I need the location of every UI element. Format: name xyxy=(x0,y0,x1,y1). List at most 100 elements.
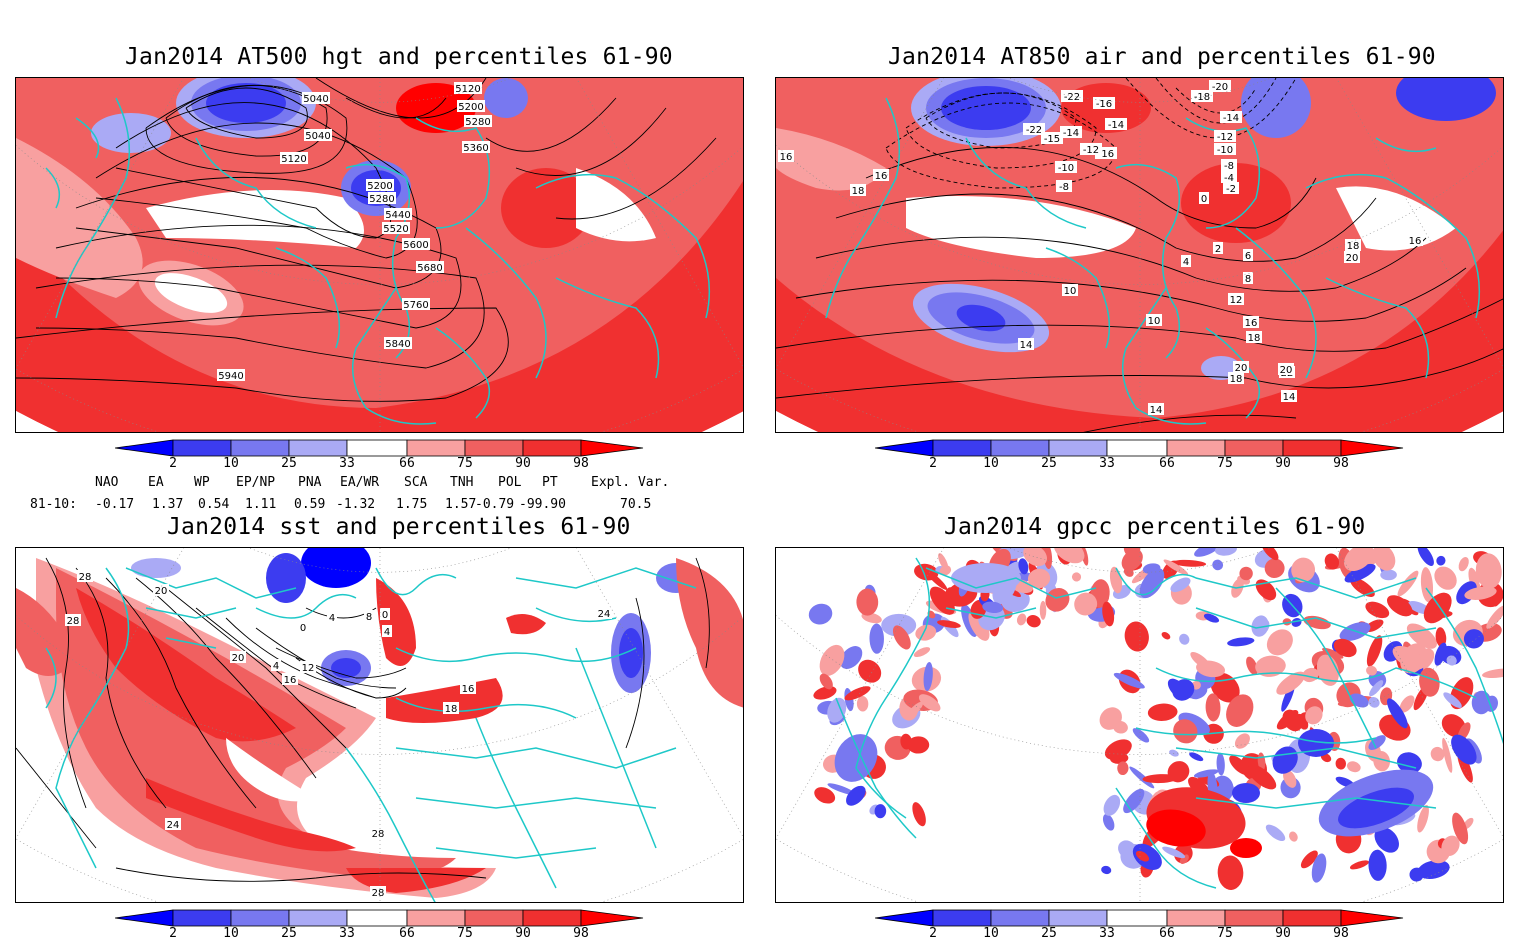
precip-anomaly-patch xyxy=(1102,601,1115,627)
coastline xyxy=(45,647,57,709)
precip-anomaly-patch xyxy=(1266,629,1293,656)
contour-label: 20 xyxy=(1346,253,1359,264)
contour-line xyxy=(865,146,1317,229)
contour-label-bg xyxy=(1093,97,1115,109)
coastline xyxy=(515,567,697,589)
precip-anomaly-patch xyxy=(1217,855,1244,890)
contour-label-bg xyxy=(1105,118,1127,130)
contour-label: 14 xyxy=(1283,392,1296,403)
colorbar-bottom-left: 2 10 25 33 66 75 90 98 xyxy=(114,908,645,941)
contour-line xyxy=(115,867,487,882)
precip-anomaly-patch xyxy=(1464,586,1497,600)
precip-anomaly-patch xyxy=(1349,860,1369,870)
precip-anomaly-patch xyxy=(1205,693,1221,722)
precip-anomaly-patch xyxy=(1203,613,1220,623)
contour-line xyxy=(145,85,348,174)
contour-label: 4 xyxy=(1183,257,1189,268)
contour-label: 5280 xyxy=(369,194,394,205)
index-value: 0.54 xyxy=(198,497,230,512)
coastline xyxy=(925,567,1097,619)
contour-label: 12 xyxy=(1230,295,1243,306)
precip-anomaly-patch xyxy=(1264,558,1285,579)
contour-label: 0 xyxy=(300,623,306,634)
precip-anomaly-patch xyxy=(856,696,869,712)
contour-label: 16 xyxy=(1409,236,1422,247)
contour-label: 6 xyxy=(1245,251,1251,262)
anomaly-region xyxy=(776,228,1503,432)
precip-anomaly-patch xyxy=(1179,633,1190,645)
contour-label: 5360 xyxy=(463,143,488,154)
coastline xyxy=(1425,587,1503,749)
contour-line xyxy=(315,78,487,119)
colorbar-label: 2 xyxy=(169,926,177,941)
colorbar-top-left: 2 10 25 33 66 75 90 98 xyxy=(114,438,645,474)
colorbar-label: 90 xyxy=(1275,926,1291,941)
colorbar-label: 10 xyxy=(223,456,239,471)
colorbar-segment xyxy=(932,909,992,927)
contour-label: -15 xyxy=(1044,134,1060,145)
precip-anomaly-patch xyxy=(1139,568,1165,599)
contour-label-bg xyxy=(1344,251,1360,263)
colorbar-label: 75 xyxy=(1217,456,1233,471)
map-at500: 5120 5040 5200 5280 5360 5040 5120 5200 5280 5440… xyxy=(15,77,744,433)
precip-anomaly-patch xyxy=(1482,668,1503,679)
precip-anomaly-patch xyxy=(923,661,933,692)
coastline xyxy=(1235,227,1317,379)
precip-anomaly-patch xyxy=(1386,595,1413,617)
colorbar-label: 10 xyxy=(983,926,999,941)
precip-anomaly-patch xyxy=(1373,750,1390,772)
anomaly-region xyxy=(484,78,528,118)
precip-anomaly-patch xyxy=(1196,660,1226,678)
contour-label-bg xyxy=(298,621,308,633)
contour-line xyxy=(95,122,418,259)
anomaly-region xyxy=(16,678,46,758)
contour-label: 4 xyxy=(384,627,390,638)
precip-anomaly-patch xyxy=(1101,865,1112,875)
contour-label: -14 xyxy=(1063,128,1079,139)
colorbar-label: 25 xyxy=(1041,926,1057,941)
precip-anomaly-patch xyxy=(1246,656,1258,675)
colorbar-segment xyxy=(406,909,466,927)
contour-label: 20 xyxy=(1280,365,1293,376)
contour-label-bg xyxy=(1018,338,1034,350)
contour-label-bg xyxy=(1228,293,1244,305)
coastline xyxy=(275,247,341,349)
coastline xyxy=(125,567,297,649)
coastline xyxy=(1155,667,1477,699)
panel-title-gpcc: Jan2014 gpcc percentiles 61-90 xyxy=(944,514,1366,540)
precip-anomaly-patch xyxy=(1311,853,1327,883)
colorbar-label: 2 xyxy=(169,456,177,471)
precip-anomaly-patch xyxy=(1291,557,1316,583)
precip-anomaly-patch xyxy=(1430,746,1445,762)
colorbar-label: 90 xyxy=(515,456,531,471)
colorbar-segment xyxy=(1048,909,1108,927)
precip-anomaly-patch xyxy=(906,701,923,719)
precip-anomaly-patch xyxy=(1451,734,1477,765)
index-header: PT xyxy=(542,475,558,490)
contour-label: 24 xyxy=(598,609,611,620)
colorbar-label: 25 xyxy=(1041,456,1057,471)
colorbar-label: 66 xyxy=(399,926,415,941)
colorbar-segment xyxy=(580,909,644,927)
map-at850: 16 18 16 -22 -16 -20 -18 -22 -14 -14 -16 -12 -10 -8 -1… xyxy=(775,77,1504,433)
precip-anomaly-patch xyxy=(1365,601,1390,619)
precip-anomaly-patch xyxy=(1146,809,1206,847)
contour-line xyxy=(485,97,617,152)
contour-label-bg xyxy=(873,169,889,181)
colorbar-label: 33 xyxy=(339,926,355,941)
anomaly-region xyxy=(266,553,306,603)
contour-label: -16 xyxy=(1096,99,1112,110)
precip-anomaly-patch xyxy=(1247,764,1277,790)
precip-anomaly-patch xyxy=(1210,672,1240,703)
colorbar-bar xyxy=(114,439,644,457)
precip-anomaly-patch xyxy=(1471,690,1492,715)
contour-line xyxy=(185,87,308,139)
precip-anomaly-patch xyxy=(869,623,884,654)
contour-label-bg xyxy=(1080,143,1102,155)
precip-anomaly-patch xyxy=(1161,631,1171,640)
precip-anomaly-patch xyxy=(1226,694,1254,727)
colorbar-label: 98 xyxy=(1333,456,1349,471)
precip-anomaly-patch xyxy=(1212,559,1224,571)
colorbar-bar xyxy=(114,909,644,927)
contour-label: 2 xyxy=(1215,244,1221,255)
